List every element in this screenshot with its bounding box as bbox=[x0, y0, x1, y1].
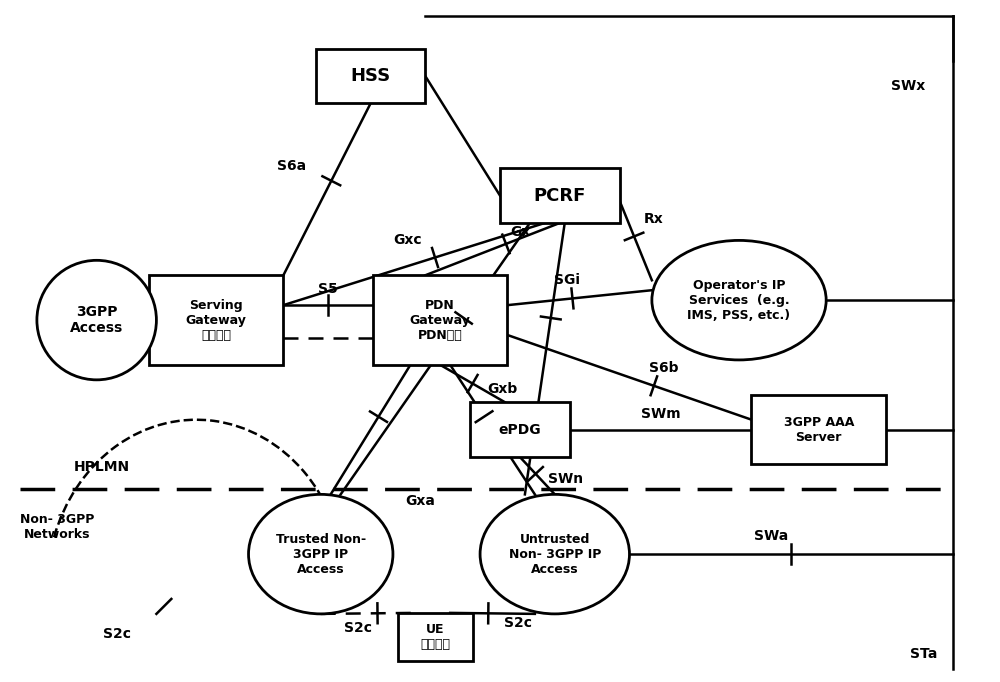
Text: Trusted Non-
3GPP IP
Access: Trusted Non- 3GPP IP Access bbox=[276, 533, 366, 576]
Text: Gxb: Gxb bbox=[487, 381, 518, 396]
Text: Untrusted
Non- 3GPP IP
Access: Untrusted Non- 3GPP IP Access bbox=[509, 533, 601, 576]
Text: Gxa: Gxa bbox=[405, 494, 435, 508]
Text: S5: S5 bbox=[318, 282, 338, 296]
FancyBboxPatch shape bbox=[751, 395, 886, 464]
Text: ePDG: ePDG bbox=[499, 423, 541, 436]
Text: STa: STa bbox=[910, 647, 937, 661]
Text: SWx: SWx bbox=[891, 79, 925, 93]
Text: SWn: SWn bbox=[548, 472, 583, 486]
Text: Rx: Rx bbox=[644, 211, 664, 226]
FancyBboxPatch shape bbox=[316, 48, 425, 104]
Ellipse shape bbox=[249, 494, 393, 614]
Text: S2c: S2c bbox=[504, 617, 532, 630]
FancyBboxPatch shape bbox=[398, 613, 473, 661]
Text: SWa: SWa bbox=[754, 529, 789, 543]
Text: S2c: S2c bbox=[103, 627, 131, 641]
FancyBboxPatch shape bbox=[373, 276, 507, 365]
Text: Gx: Gx bbox=[511, 225, 531, 239]
Text: Non- 3GPP
Networks: Non- 3GPP Networks bbox=[20, 514, 94, 542]
Text: HSS: HSS bbox=[350, 67, 391, 85]
Text: UE
用户设备: UE 用户设备 bbox=[420, 623, 450, 651]
FancyBboxPatch shape bbox=[470, 402, 570, 457]
Text: SWm: SWm bbox=[641, 406, 680, 421]
Text: Gxc: Gxc bbox=[393, 233, 421, 247]
Text: S6b: S6b bbox=[649, 361, 679, 375]
FancyBboxPatch shape bbox=[149, 276, 283, 365]
Text: 3GPP
Access: 3GPP Access bbox=[70, 305, 123, 335]
Text: PCRF: PCRF bbox=[534, 187, 586, 205]
FancyBboxPatch shape bbox=[500, 168, 620, 223]
Ellipse shape bbox=[480, 494, 629, 614]
Text: 3GPP AAA
Server: 3GPP AAA Server bbox=[784, 415, 854, 443]
Text: HPLMN: HPLMN bbox=[74, 460, 130, 475]
Text: S2c: S2c bbox=[344, 621, 372, 635]
Text: PDN
Gateway
PDN网关: PDN Gateway PDN网关 bbox=[410, 299, 471, 342]
Ellipse shape bbox=[652, 241, 826, 360]
Text: S6a: S6a bbox=[277, 159, 306, 173]
Ellipse shape bbox=[37, 261, 156, 380]
Text: Serving
Gateway
服务网关: Serving Gateway 服务网关 bbox=[186, 299, 247, 342]
Text: Operator's IP
Services  (e.g.
IMS, PSS, etc.): Operator's IP Services (e.g. IMS, PSS, e… bbox=[687, 279, 791, 322]
Text: SGi: SGi bbox=[554, 273, 580, 288]
